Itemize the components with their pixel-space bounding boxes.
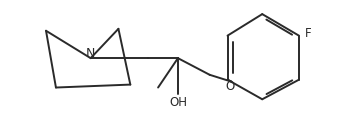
Text: OH: OH	[169, 96, 187, 109]
Text: O: O	[225, 80, 235, 93]
Text: F: F	[305, 27, 312, 40]
Text: N: N	[86, 47, 95, 59]
